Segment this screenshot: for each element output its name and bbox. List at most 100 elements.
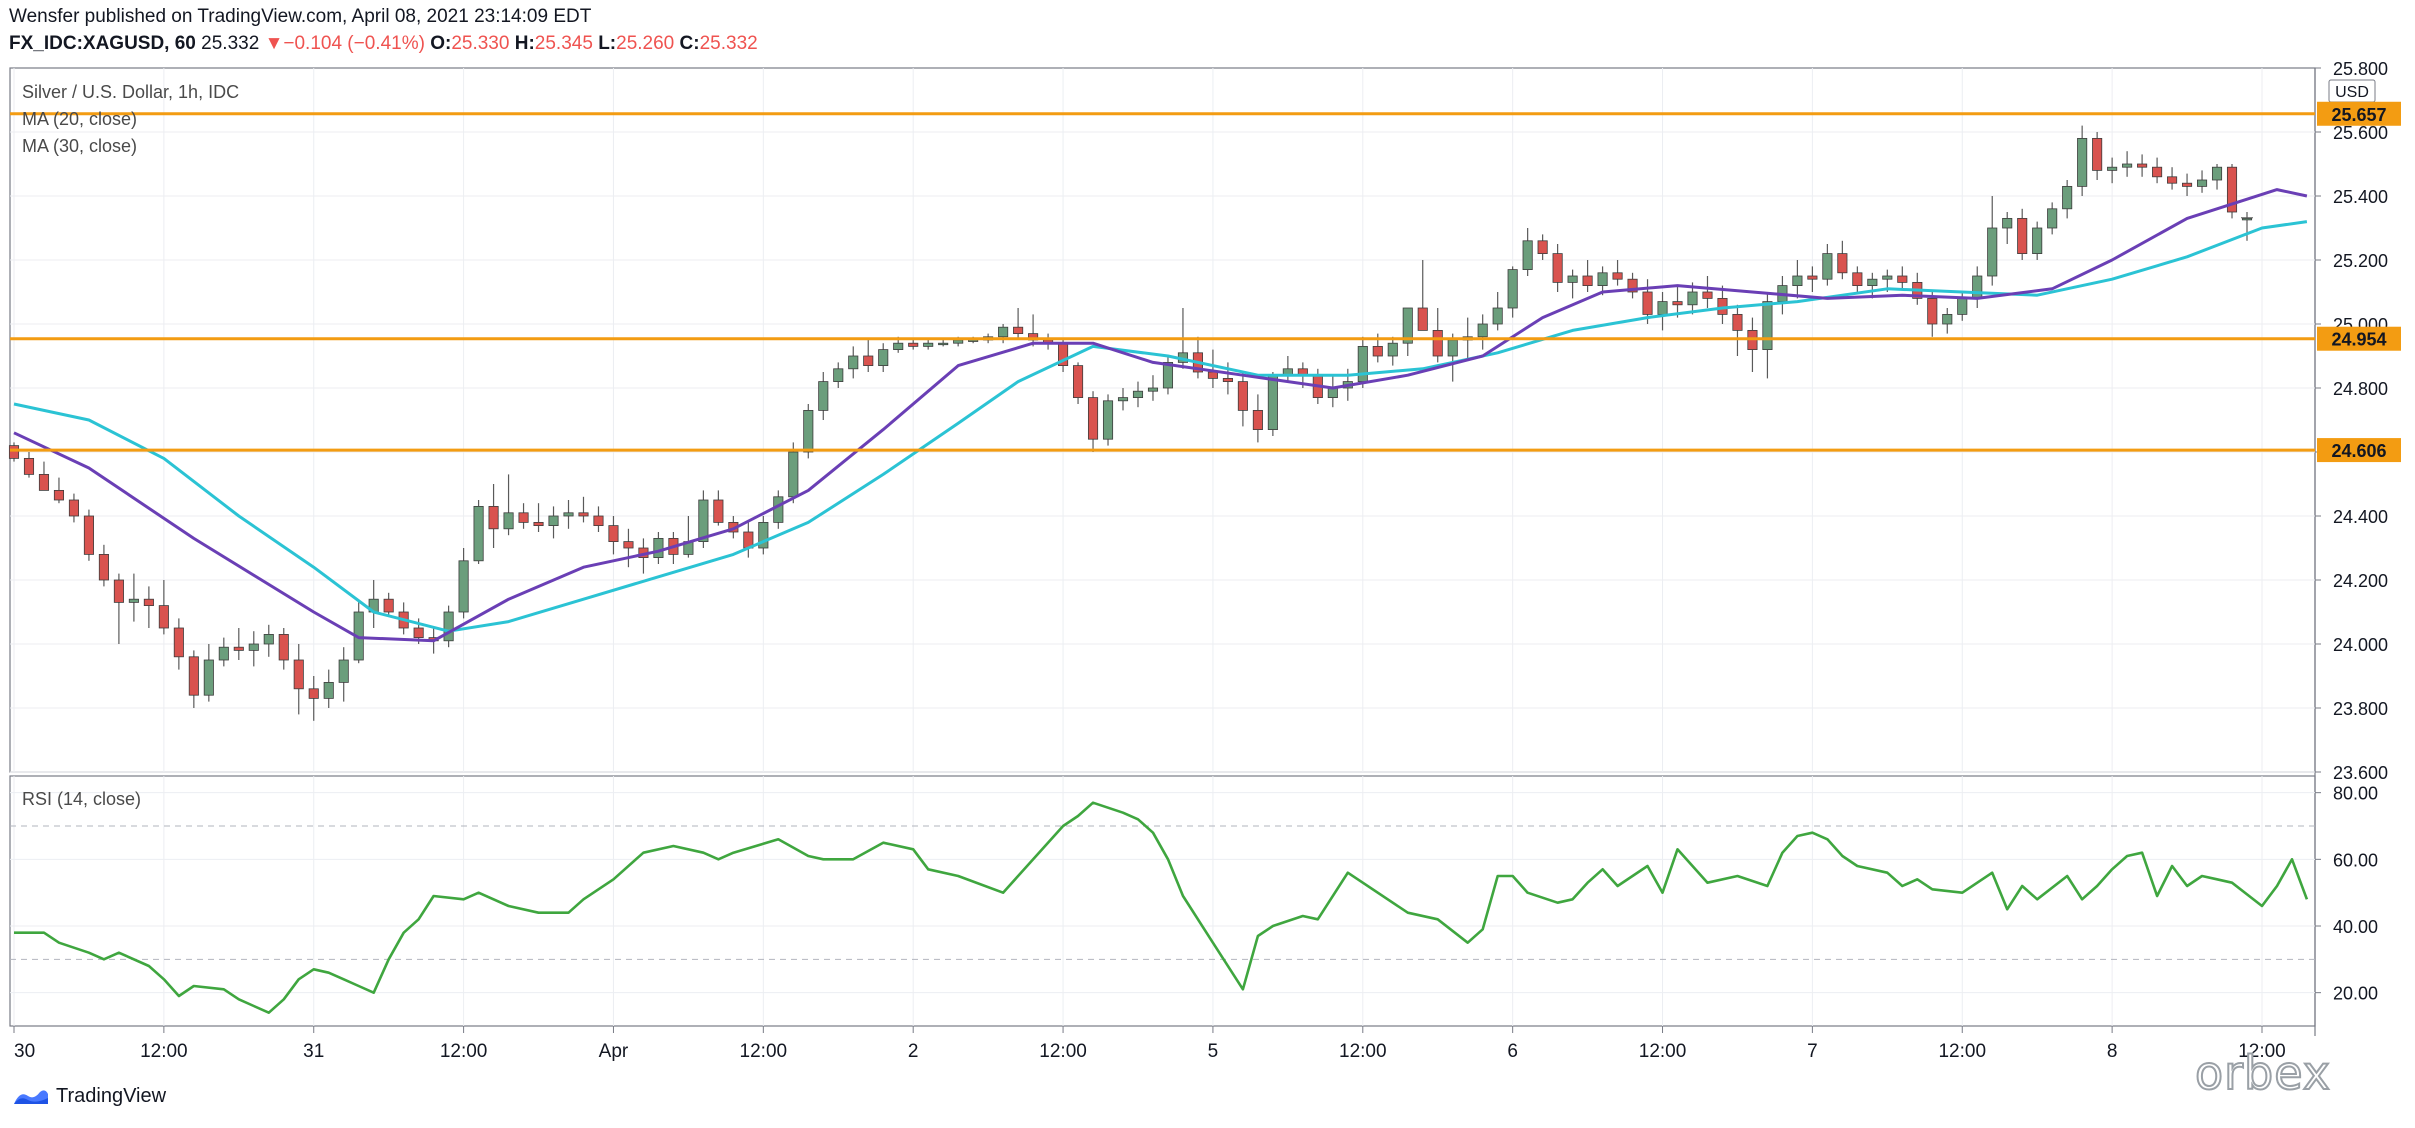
x-tick-label: 12:00: [1639, 1041, 1687, 1062]
close-label: C:: [679, 33, 700, 54]
x-tick-label: Apr: [599, 1041, 629, 1062]
level-price-label: 24.954: [2331, 330, 2386, 350]
candle-down: [1043, 339, 1054, 344]
candle-down: [428, 637, 439, 642]
open-value: 25.330: [451, 33, 510, 54]
candle-up: [263, 634, 274, 645]
level-price-label: 25.657: [2331, 105, 2386, 125]
symbol-summary: FX_IDC:XAGUSD, 60 25.332 ▼−0.104 (−0.41%…: [9, 33, 758, 55]
candle-up: [1132, 390, 1144, 399]
y-tick-label: 24.400: [2333, 507, 2388, 527]
candle-up: [2077, 137, 2088, 187]
down-arrow-icon: ▼: [264, 33, 284, 54]
candle-up: [1477, 323, 1488, 338]
candle-down: [668, 538, 679, 555]
candle-down: [233, 646, 244, 651]
candle-up: [353, 611, 364, 661]
candle-down: [113, 579, 124, 603]
candle-up: [1657, 301, 1668, 315]
candle-up: [1597, 272, 1608, 286]
candle-up: [1462, 336, 1473, 341]
candle-down: [98, 554, 109, 581]
candle-up: [458, 560, 469, 613]
candle-down: [383, 598, 394, 613]
candle-down: [158, 605, 169, 629]
low-value: 25.260: [616, 33, 675, 54]
main-pane-title[interactable]: Silver / U.S. Dollar, 1h, IDC: [22, 82, 240, 102]
orbex-watermark: orbex: [2194, 1045, 2331, 1101]
candle-down: [2226, 166, 2238, 213]
candle-down: [293, 659, 304, 690]
candle-up: [1507, 269, 1518, 309]
candle-up: [2062, 185, 2073, 210]
y-tick-label: 24.600: [2333, 443, 2388, 463]
candle-down: [1252, 409, 1263, 430]
currency-badge: [2328, 79, 2376, 103]
candle-up: [1162, 361, 1174, 389]
candle-up: [2107, 166, 2118, 171]
candle-up: [1567, 275, 1578, 283]
ma20-legend[interactable]: MA (20, close): [22, 109, 138, 129]
candle-up: [833, 368, 844, 382]
candle-down: [1912, 281, 1923, 299]
x-tick-label: 12:00: [1938, 1041, 1986, 1062]
candle-down: [608, 525, 619, 542]
candle-up: [1972, 275, 1983, 299]
candle-down: [1897, 275, 1908, 283]
tradingview-brand[interactable]: TradingView: [12, 1085, 166, 1108]
candle-up: [1117, 397, 1129, 402]
candle-down: [908, 342, 919, 347]
candle-down: [2152, 166, 2163, 178]
candle-down: [2137, 163, 2148, 168]
close-value: 25.332: [699, 33, 758, 54]
candle-down: [1807, 275, 1818, 280]
rsi-tick-label: 60.00: [2333, 850, 2378, 870]
candle-up: [338, 659, 349, 683]
x-tick-label: 2: [908, 1041, 919, 1062]
y-tick-label: 24.200: [2333, 571, 2388, 591]
candle-up: [938, 342, 949, 346]
candle-up: [548, 515, 559, 526]
currency-label: USD: [2335, 84, 2369, 101]
candle-up: [983, 336, 994, 341]
rsi-tick-label: 40.00: [2333, 917, 2378, 937]
candle-down: [38, 473, 50, 491]
publish-info: Wensfer published on TradingView.com, Ap…: [9, 6, 592, 27]
candle-up: [2241, 217, 2253, 221]
x-tick-label: 12:00: [1039, 1041, 1087, 1062]
candle-up: [1282, 368, 1293, 376]
candle-down: [1372, 345, 1383, 357]
candle-down: [8, 445, 20, 459]
candle-up: [1822, 253, 1833, 280]
symbol-name: FX_IDC:XAGUSD, 60: [9, 33, 196, 54]
candle-up: [1792, 275, 1803, 286]
candle-up: [1987, 227, 1998, 277]
candle-down: [728, 522, 739, 533]
candle-up: [1942, 313, 1953, 325]
candle-down: [1297, 368, 1308, 376]
candle-up: [818, 381, 829, 411]
candle-down: [488, 505, 499, 530]
candle-up: [758, 522, 769, 549]
candle-down: [23, 457, 35, 475]
candle-down: [1672, 301, 1683, 306]
candle-up: [1762, 301, 1773, 351]
y-tick-label: 23.800: [2333, 699, 2388, 719]
candle-up: [878, 349, 889, 367]
candle-down: [1192, 352, 1203, 373]
candle-down: [1582, 275, 1593, 286]
candle-up: [968, 339, 979, 342]
candle-up: [653, 538, 664, 559]
candle-up: [1447, 339, 1458, 357]
candle-down: [2182, 182, 2193, 187]
x-tick-label: 12:00: [440, 1041, 488, 1062]
high-label: H:: [514, 33, 535, 54]
candle-up: [473, 505, 484, 562]
candle-up: [1492, 307, 1503, 325]
rsi-legend[interactable]: RSI (14, close): [22, 789, 142, 809]
candle-up: [563, 512, 574, 517]
candle-up: [2047, 208, 2058, 229]
candle-down: [83, 515, 94, 555]
ma30-legend[interactable]: MA (30, close): [22, 136, 138, 156]
